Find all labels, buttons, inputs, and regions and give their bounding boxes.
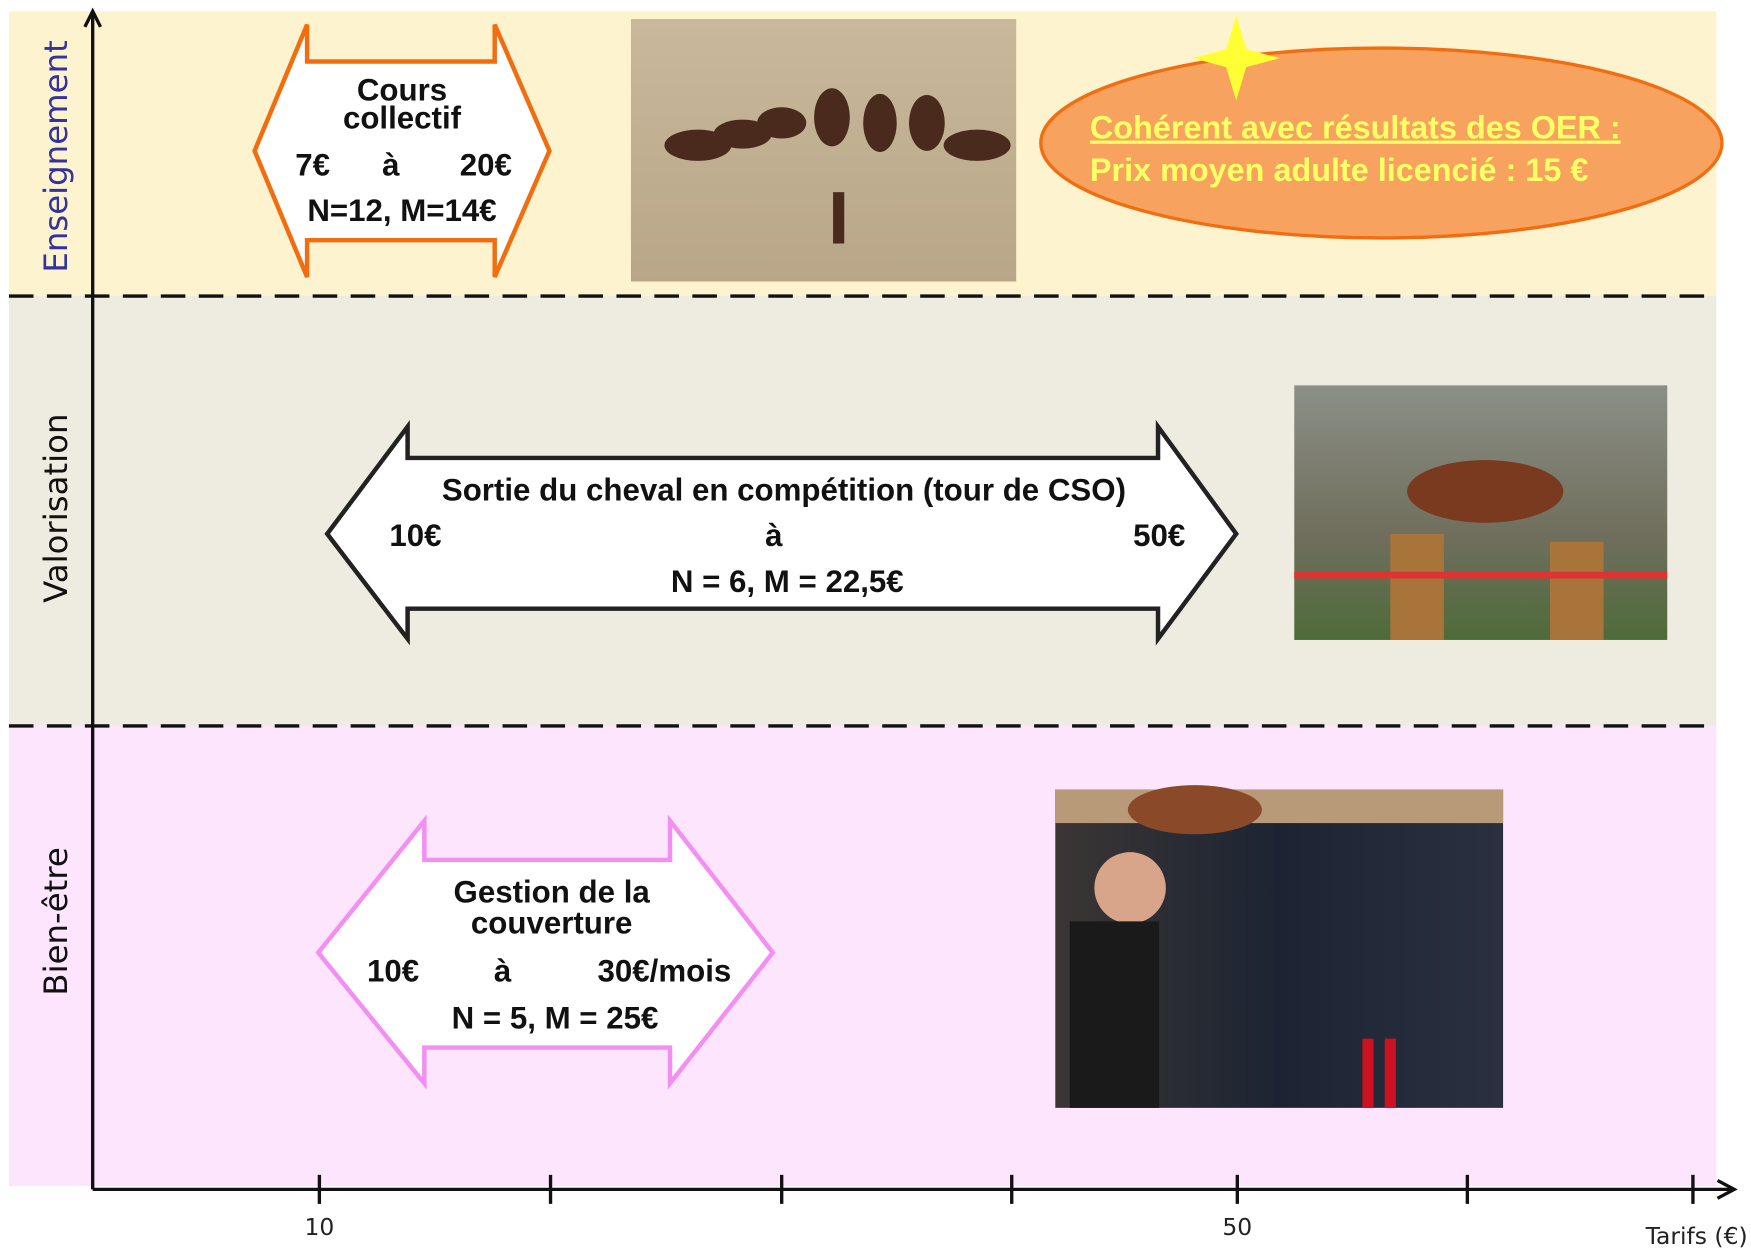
range-arrow bbox=[252, 23, 552, 278]
range-arrow bbox=[324, 419, 1239, 646]
band-label: Enseignement bbox=[37, 40, 75, 272]
range-word: à bbox=[494, 954, 512, 989]
range-word: à bbox=[382, 147, 400, 182]
range-from: 7€ bbox=[295, 147, 330, 182]
range-from: 10€ bbox=[367, 954, 419, 989]
arrow-title: Cours bbox=[357, 73, 447, 108]
photo-detail bbox=[1294, 460, 1668, 640]
star bbox=[1192, 15, 1280, 101]
range-from: 10€ bbox=[389, 518, 441, 553]
tick-label: 50 bbox=[1222, 1213, 1252, 1241]
arrow-title: Gestion de la bbox=[454, 874, 651, 909]
photo-detail bbox=[1055, 785, 1504, 1108]
tick-label: 10 bbox=[304, 1213, 334, 1241]
range-arrow bbox=[315, 814, 776, 1090]
band-label: Valorisation bbox=[37, 414, 75, 603]
band-label: Bien-être bbox=[37, 847, 75, 995]
callout-text: Prix moyen adulte licencié : 15 € bbox=[1090, 152, 1588, 188]
range-word: à bbox=[765, 518, 783, 553]
range-to: 30€/mois bbox=[598, 954, 732, 989]
callout bbox=[1039, 46, 1724, 240]
arrow-stats: N=12, M=14€ bbox=[307, 193, 496, 228]
arrow-title: couverture bbox=[471, 906, 633, 941]
axis-arrow bbox=[1716, 1178, 1738, 1200]
arrow-stats: N = 5, M = 25€ bbox=[452, 1001, 659, 1036]
photo-detail bbox=[664, 88, 1011, 244]
range-to: 20€ bbox=[460, 147, 512, 182]
arrow-title: collectif bbox=[343, 101, 462, 136]
range-to: 50€ bbox=[1133, 518, 1185, 553]
arrow-title: Sortie du cheval en compétition (tour de… bbox=[442, 472, 1126, 507]
axis-label: Tarifs (€) bbox=[1645, 1222, 1748, 1250]
ticks bbox=[317, 1174, 1695, 1204]
axis-arrow bbox=[83, 7, 103, 28]
arrow-stats: N = 6, M = 22,5€ bbox=[671, 564, 904, 599]
callout-text: Cohérent avec résultats des OER : bbox=[1090, 110, 1621, 146]
